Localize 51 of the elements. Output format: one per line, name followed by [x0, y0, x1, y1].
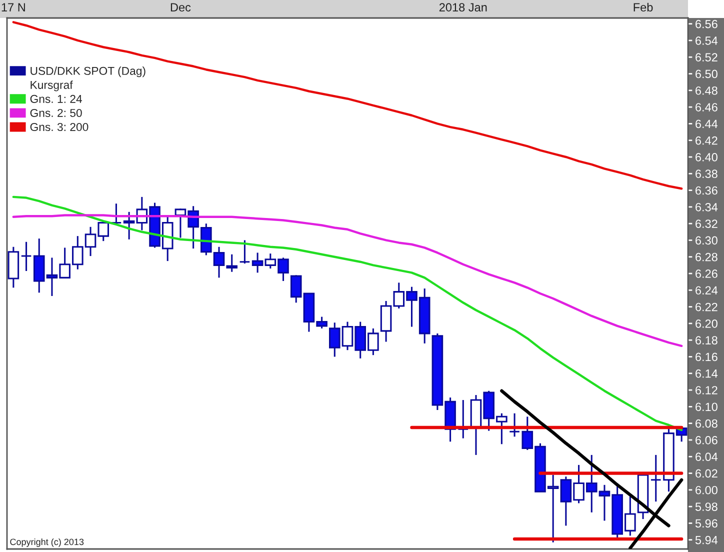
y-tick-label: 6.14	[696, 369, 718, 378]
candlestick	[508, 412, 520, 438]
y-tick-label: 6.34	[696, 202, 718, 212]
y-tick-label: 6.48	[696, 86, 718, 95]
legend-label: USD/DKK SPOT (Dag)	[30, 66, 146, 78]
candlestick	[239, 239, 250, 264]
y-tick-label: 6.18	[696, 336, 718, 344]
candlestick	[123, 211, 135, 240]
y-tick-label: 6.38	[696, 170, 718, 178]
x-tick-label: Feb	[634, 2, 653, 12]
y-tick-label: 6.42	[696, 136, 718, 145]
y-tick-label: 6.20	[696, 319, 718, 328]
legend-title: Kursgraf	[30, 80, 73, 92]
y-tick-label: 6.32	[696, 220, 718, 228]
candlestick	[20, 241, 32, 272]
y-tick-label: 6.06	[696, 436, 718, 444]
y-tick-label: 6.02	[696, 469, 718, 478]
annotation: Copyright (c) 2013	[10, 538, 84, 547]
y-tick-label: 5.94	[695, 536, 718, 544]
candlestick	[110, 202, 122, 226]
y-tick-label: 6.22	[696, 302, 718, 312]
x-tick-label: Dec	[170, 3, 191, 12]
y-tick-label: 6.28	[696, 252, 718, 262]
legend-label: Gns. 1: 24	[30, 94, 82, 103]
legend-label: Gns. 2: 50	[30, 108, 82, 118]
candlestick	[252, 252, 264, 274]
y-tick-label: 6.00	[696, 486, 718, 494]
y-tick-label: 6.40	[696, 153, 718, 162]
y-tick-label: 6.52	[696, 53, 718, 62]
y-tick-label: 5.98	[695, 502, 718, 511]
x-tick-label: 17 N	[2, 3, 25, 12]
y-tick-label: 6.46	[696, 103, 718, 112]
y-tick-label: 5.96	[695, 519, 718, 528]
y-tick-label: 6.08	[696, 419, 718, 428]
candlestick	[457, 399, 469, 440]
y-tick-label: 6.30	[696, 236, 718, 245]
y-tick-label: 6.50	[696, 70, 718, 78]
y-tick-label: 6.56	[696, 20, 718, 28]
y-tick-label: 6.54	[696, 36, 718, 45]
y-tick-label: 6.36	[696, 186, 718, 195]
line-series	[12, 21, 683, 190]
y-tick-label: 6.44	[696, 120, 718, 128]
y-tick-label: 6.12	[696, 386, 718, 394]
legend-label: Gns. 3: 200	[30, 122, 88, 132]
y-tick-label: 6.10	[696, 402, 718, 412]
y-tick-label: 6.26	[696, 270, 718, 278]
candlestick	[650, 454, 662, 502]
y-tick-label: 6.04	[696, 452, 718, 462]
y-tick-label: 6.24	[696, 286, 718, 295]
x-tick-label: 2018 Jan	[439, 3, 487, 12]
y-tick-label: 6.16	[696, 352, 718, 362]
